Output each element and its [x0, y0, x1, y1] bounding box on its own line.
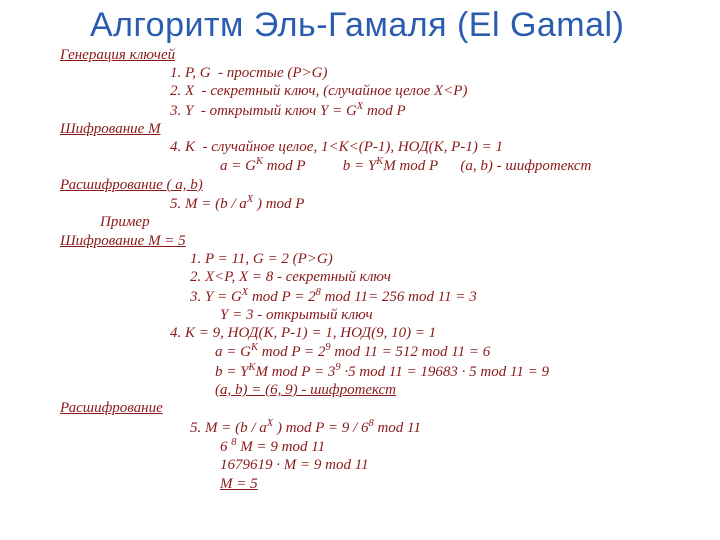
- example-step-5b: 6 8 M = 9 mod 11: [20, 437, 700, 456]
- slide-body: Генерация ключей 1. P, G - простые (P>G)…: [20, 46, 700, 493]
- slide: Алгоритм Эль-Гамаля (El Gamal) Генерация…: [0, 0, 720, 540]
- example-step-3: 3. Y = GX mod P = 28 mod 11= 256 mod 11 …: [20, 287, 700, 306]
- example-heading: Пример: [20, 213, 700, 231]
- example-step-4c: (a, b) = (6, 9) - шифротекст: [20, 381, 700, 399]
- example-step-3b: Y = 3 - открытый ключ: [20, 306, 700, 324]
- example-step-4: 4. K = 9, НОД(K, P-1) = 1, НОД(9, 10) = …: [20, 324, 700, 342]
- example-step-5d: M = 5: [20, 475, 700, 493]
- example-step-5: 5. M = (b / aX ) mod P = 9 / 68 mod 11: [20, 418, 700, 437]
- keygen-heading: Генерация ключей: [20, 46, 700, 64]
- example-step-4a: a = GK mod P = 29 mod 11 = 512 mod 11 = …: [20, 342, 700, 361]
- example-dec-heading: Расшифрование: [20, 399, 700, 417]
- keygen-step-2: 2. X - секретный ключ, (случайное целое …: [20, 82, 700, 100]
- example-step-4b: b = YKM mod P = 39 ·5 mod 11 = 19683 · 5…: [20, 362, 700, 381]
- example-enc-heading: Шифрование М = 5: [20, 232, 700, 250]
- dec-heading: Расшифрование ( a, b): [20, 176, 700, 194]
- enc-heading: Шифрование М: [20, 120, 700, 138]
- example-step-2: 2. X<P, X = 8 - секретный ключ: [20, 268, 700, 286]
- slide-title: Алгоритм Эль-Гамаля (El Gamal): [20, 8, 700, 44]
- example-step-1: 1. P = 11, G = 2 (P>G): [20, 250, 700, 268]
- dec-step-5: 5. M = (b / aX ) mod P: [20, 194, 700, 213]
- enc-step-4: 4. K - случайное целое, 1<K<(P-1), НОД(K…: [20, 138, 700, 156]
- enc-ab: a = GK mod P b = YKM mod P (a, b) - шифр…: [20, 156, 700, 175]
- example-step-5c: 1679619 · M = 9 mod 11: [20, 456, 700, 474]
- keygen-step-3: 3. Y - открытый ключ Y = GX mod P: [20, 101, 700, 120]
- keygen-step-1: 1. P, G - простые (P>G): [20, 64, 700, 82]
